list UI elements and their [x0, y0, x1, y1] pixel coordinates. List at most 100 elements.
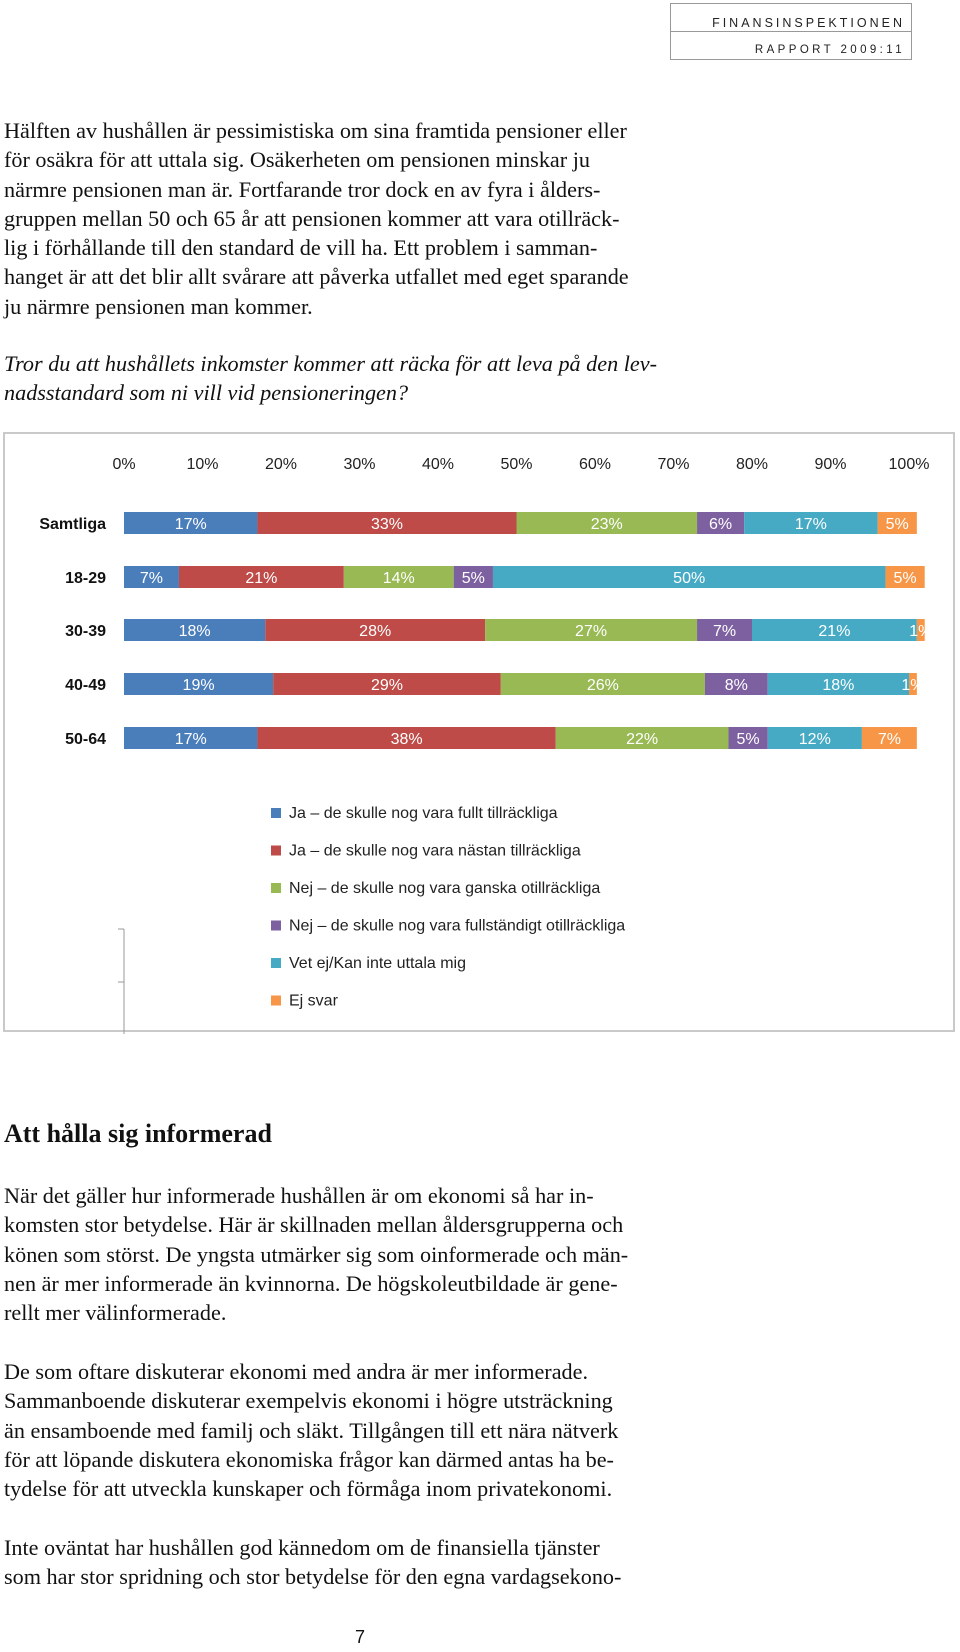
page-number: 7	[355, 1627, 366, 1647]
data-label: 29%	[371, 677, 403, 694]
data-label: 5%	[886, 516, 909, 533]
data-label: 19%	[183, 677, 215, 694]
paragraph-services: Inte oväntat har hushållen god kännedom …	[4, 1533, 724, 1592]
data-label: 5%	[462, 570, 485, 587]
legend-label: Nej – de skulle nog vara fullständigt ot…	[289, 918, 625, 935]
data-label: 17%	[175, 516, 207, 533]
text-line: hanget är att det blir allt svårare att …	[4, 264, 629, 290]
paragraph-informed: När det gäller hur informerade hushållen…	[4, 1181, 724, 1327]
bar-segment	[555, 727, 729, 749]
bar-segment	[265, 619, 486, 641]
text-line: gruppen mellan 50 och 65 år att pensione…	[4, 205, 620, 231]
data-label: 12%	[799, 731, 831, 748]
section-heading: Att hålla sig informerad	[4, 1119, 272, 1148]
data-label: 23%	[591, 516, 623, 533]
bar-segment	[767, 673, 909, 695]
category-label: 18-29	[65, 570, 106, 587]
data-label: 8%	[725, 677, 748, 694]
bar-segment	[500, 673, 705, 695]
bar-segment	[767, 727, 862, 749]
bar-segment	[124, 512, 258, 534]
data-label: 5%	[737, 731, 760, 748]
text-line: tydelse för att utveckla kunskaper och f…	[4, 1476, 613, 1502]
x-tick-label: 50%	[500, 456, 532, 473]
x-tick-label: 80%	[736, 456, 768, 473]
text-line: komsten stor betydelse. Här är skillnade…	[4, 1212, 624, 1238]
text-line: rellt mer välinformerade.	[4, 1300, 227, 1326]
data-label: 21%	[818, 623, 850, 640]
paragraph-discussion: De som oftare diskuterar ekonomi med and…	[4, 1357, 724, 1503]
bar-segment	[752, 619, 917, 641]
bar-segment	[909, 673, 917, 695]
legend-label: Vet ej/Kan inte uttala mig	[289, 955, 466, 972]
text-line: De som oftare diskuterar ekonomi med and…	[4, 1359, 589, 1384]
data-label: 21%	[245, 570, 277, 587]
bar-segment	[485, 619, 698, 641]
bar-segment	[453, 566, 493, 588]
text-line: närmre pensionen man är. Fortfarande tro…	[4, 176, 601, 202]
text-line: När det gäller hur informerade hushållen…	[4, 1183, 594, 1208]
data-label: 7%	[878, 731, 901, 748]
bar-segment	[492, 566, 886, 588]
legend-swatch	[271, 995, 281, 1006]
data-label: 14%	[383, 570, 415, 587]
category-label: 50-64	[65, 731, 106, 748]
text-line: än ensamboende med familj och släkt. Til…	[4, 1417, 619, 1443]
chart-question: Tror du att hushållets inkomster kommer …	[4, 349, 724, 408]
legend-swatch	[271, 958, 281, 968]
legend-swatch	[271, 845, 281, 856]
legend-label: Ej svar	[289, 993, 339, 1010]
x-tick-label: 40%	[422, 456, 454, 473]
x-tick-label: 0%	[112, 456, 135, 473]
data-label: 18%	[822, 677, 854, 694]
header-org: FINANSINSPEKTIONEN	[671, 4, 911, 32]
bar-segment	[885, 566, 925, 588]
bar-segment	[273, 673, 501, 695]
data-label: 17%	[795, 516, 827, 533]
bar-segment	[704, 673, 768, 695]
x-tick-label: 30%	[343, 456, 375, 473]
data-label: 1%	[901, 677, 924, 694]
data-label: 6%	[709, 516, 732, 533]
bar-segment	[124, 619, 266, 641]
data-label: 7%	[713, 623, 736, 640]
x-tick-label: 10%	[186, 456, 218, 473]
text-line: för osäkra för att uttala sig. Osäkerhet…	[4, 147, 590, 173]
text-line: ju närmre pensionen man kommer.	[4, 293, 313, 319]
category-label: 30-39	[65, 623, 106, 640]
text-line: Sammanboende diskuterar exempelvis ekono…	[4, 1388, 613, 1414]
data-label: 17%	[175, 731, 207, 748]
bar-segment	[697, 512, 745, 534]
bar-segment	[916, 619, 925, 641]
data-label: 5%	[894, 570, 917, 587]
data-label: 26%	[587, 677, 619, 694]
text-line: lig i förhållande till den standard de v…	[4, 235, 598, 261]
bar-segment	[257, 512, 517, 534]
bar-segment	[697, 619, 752, 641]
x-tick-label: 100%	[889, 456, 930, 473]
category-label: Samtliga	[39, 516, 106, 533]
bar-segment	[124, 727, 258, 749]
data-label: 1%	[909, 623, 932, 640]
chart-svg: 0% 10% 20% 30% 40% 50% 60% 70% 80% 90% 100% Samtlig…	[39, 456, 932, 1034]
data-label: 50%	[673, 570, 705, 587]
data-label: 27%	[575, 623, 607, 640]
text-line: Tror du att hushållets inkomster kommer …	[4, 351, 658, 376]
x-tick-label: 70%	[657, 456, 689, 473]
data-label: 18%	[179, 623, 211, 640]
bar-segment	[744, 512, 878, 534]
stacked-bar-chart: 0% 10% 20% 30% 40% 50% 60% 70% 80% 90% 100% Samtlig…	[3, 432, 955, 1034]
legend-label: Ja – de skulle nog vara nästan tillräckl…	[289, 843, 581, 860]
bar-segment	[124, 673, 274, 695]
data-label: 28%	[359, 623, 391, 640]
x-tick-label: 20%	[265, 456, 297, 473]
bar-segment	[343, 566, 454, 588]
legend-label: Nej – de skulle nog vara ganska otillräc…	[289, 880, 600, 897]
text-line: som har stor spridning och stor betydels…	[4, 1564, 622, 1590]
bar-segment	[178, 566, 344, 588]
bar-segment	[728, 727, 768, 749]
data-label: 22%	[626, 731, 658, 748]
text-line: för att löpande diskutera ekonomiska frå…	[4, 1446, 614, 1472]
paragraph-pensions: Hälften av hushållen är pessimistiska om…	[4, 116, 724, 321]
bar-segment	[516, 512, 698, 534]
